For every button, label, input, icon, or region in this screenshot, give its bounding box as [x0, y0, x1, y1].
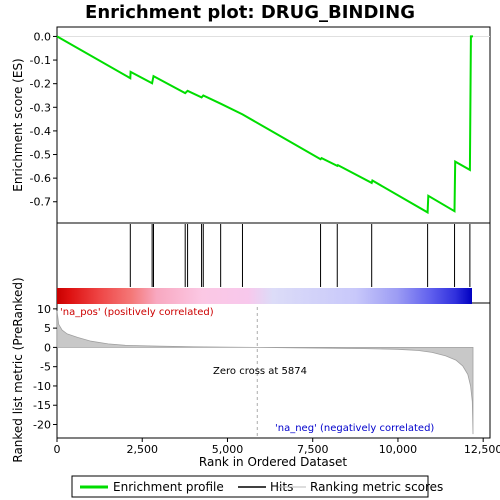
chart-title: Enrichment plot: DRUG_BINDING [85, 2, 415, 23]
rm-y-tick-label: 5 [44, 322, 51, 335]
neg-annotation: 'na_neg' (negatively correlated) [275, 423, 434, 434]
x-tick-label: 7,500 [297, 443, 329, 456]
rank-color-bar [57, 288, 472, 304]
x-tick-label: 10,000 [379, 443, 418, 456]
legend-label-ranking: Ranking metric scores [310, 480, 443, 494]
rm-y-tick-label: -5 [40, 361, 51, 374]
legend-label-enrichment: Enrichment profile [113, 480, 224, 494]
x-tick-label: 5,000 [212, 443, 244, 456]
es-y-tick-label: -0.4 [30, 125, 51, 138]
zero-cross-annotation: Zero cross at 5874 [213, 366, 307, 377]
x-ticks: 0 2,500 5,000 7,500 10,000 12,500 [54, 438, 500, 456]
x-tick-label: 2,500 [126, 443, 158, 456]
ranked-metric-panel [56, 302, 491, 439]
enrichment-panel [56, 26, 491, 224]
pos-annotation: 'na_pos' (positively correlated) [60, 307, 214, 318]
es-series [56, 35, 473, 215]
ranked-metric-series [56, 310, 474, 435]
es-y-tick-label: -0.6 [30, 172, 51, 185]
rm-y-tick-label: -15 [33, 399, 51, 412]
enrichment-profile-line [56, 35, 473, 215]
es-y-axis-label: Enrichment score (ES) [11, 58, 25, 191]
ranking-metric-area [56, 310, 474, 435]
es-y-tick-label: 0.0 [34, 30, 52, 43]
es-y-tick-label: -0.1 [30, 54, 51, 67]
es-y-tick-label: -0.3 [30, 101, 51, 114]
es-y-ticks: 0.0 -0.1 -0.2 -0.3 -0.4 -0.5 -0.6 -0.7 [30, 30, 57, 209]
x-tick-label: 0 [54, 443, 61, 456]
x-axis-label: Rank in Ordered Dataset [199, 455, 347, 469]
hit-lines [129, 224, 471, 287]
es-y-tick-label: -0.2 [30, 78, 51, 91]
rm-y-tick-label: -20 [33, 419, 51, 432]
rm-y-axis-label: Ranked list metric (PreRanked) [11, 277, 25, 462]
es-y-tick-label: -0.5 [30, 149, 51, 162]
es-y-tick-label: -0.7 [30, 196, 51, 209]
rm-y-tick-label: 0 [44, 341, 51, 354]
x-tick-label: 12,500 [464, 443, 500, 456]
rm-y-tick-label: -10 [33, 380, 51, 393]
rm-y-ticks: 10 5 0 -5 -10 -15 -20 [33, 303, 57, 432]
rm-y-tick-label: 10 [37, 303, 51, 316]
